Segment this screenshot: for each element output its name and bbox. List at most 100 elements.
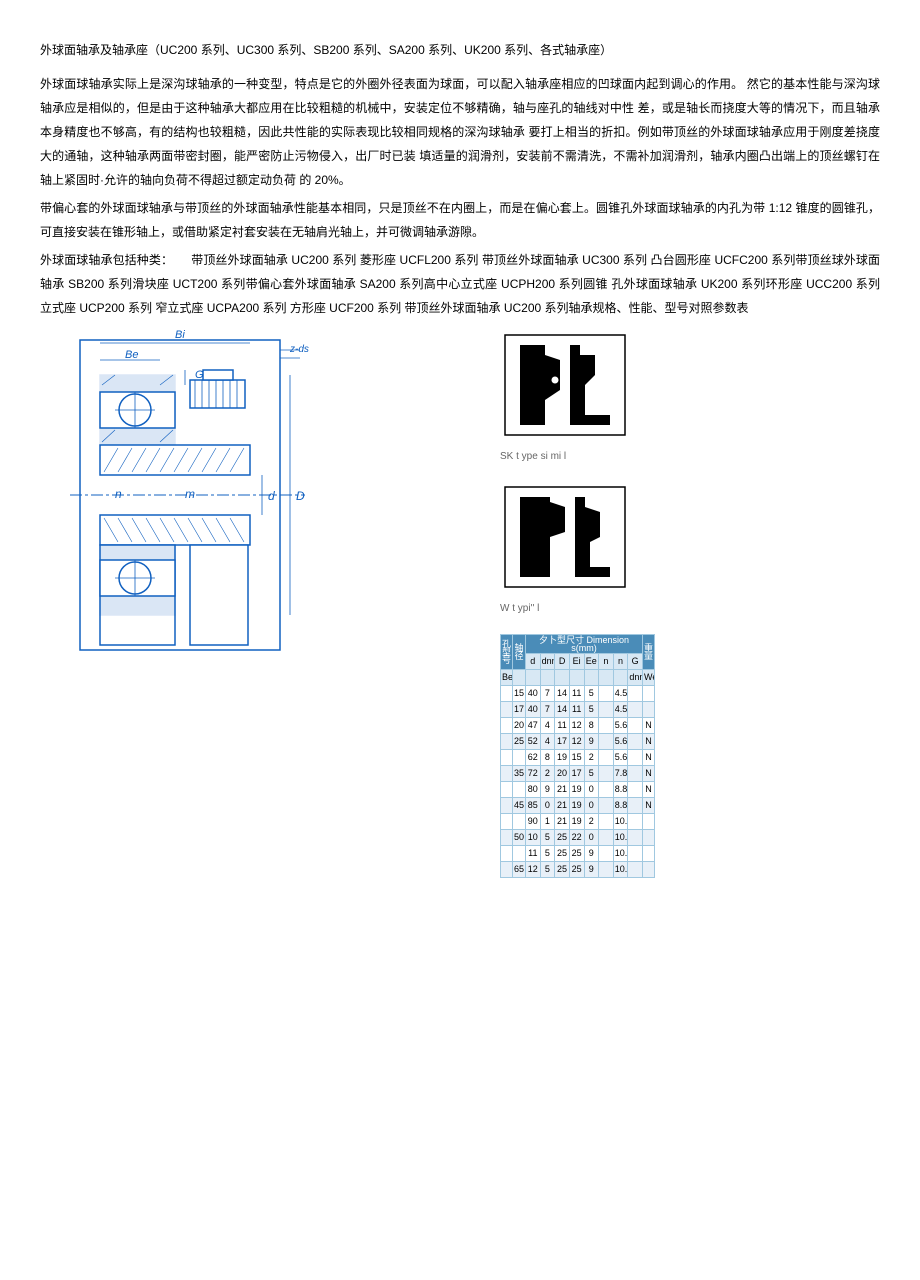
table-cell: [599, 781, 614, 797]
table-cell: [599, 717, 614, 733]
table-cell: [628, 685, 643, 701]
table-cell: 5.6: [613, 733, 628, 749]
table-cell: 8: [540, 749, 555, 765]
table-cell: 25: [555, 861, 570, 877]
table-cell: 2: [584, 749, 599, 765]
table-cell: [628, 813, 643, 829]
table-cell: 8.8: [613, 797, 628, 813]
table-cell: 12: [569, 717, 584, 733]
table-cell: 19: [569, 797, 584, 813]
seal-label-sk: SK t ype si mi l: [500, 451, 650, 462]
table-cell: 5: [540, 861, 555, 877]
table-cell: 2: [540, 765, 555, 781]
table-cell: 20: [513, 717, 526, 733]
table-cell: [599, 813, 614, 829]
table-cell: [501, 701, 513, 717]
table-cell: [643, 701, 655, 717]
table-cell: 9: [540, 781, 555, 797]
table-row: 1152525910.1: [501, 845, 655, 861]
table-cell: 25: [513, 733, 526, 749]
table-cell: 9: [584, 845, 599, 861]
table-cell: 5: [584, 701, 599, 717]
table-row: 628191525.6N: [501, 749, 655, 765]
table-cell: [628, 781, 643, 797]
table-cell: [501, 781, 513, 797]
table-cell: [501, 797, 513, 813]
table-cell: 19: [555, 749, 570, 765]
th-Ei: Ei: [569, 653, 584, 669]
table-cell: [501, 717, 513, 733]
table-cell: [628, 861, 643, 877]
table-cell: 4: [540, 717, 555, 733]
table-row: 45850211908.8N: [501, 797, 655, 813]
table-cell: [599, 733, 614, 749]
table-cell: [643, 813, 655, 829]
table-cell: [501, 765, 513, 781]
table-cell: 80: [526, 781, 541, 797]
svg-text:n: n: [115, 487, 122, 501]
svg-text:Be: Be: [125, 349, 138, 361]
table-cell: 62: [526, 749, 541, 765]
table-cell: [628, 733, 643, 749]
th-dn: dnn: [540, 653, 555, 669]
table-cell: [643, 829, 655, 845]
table-cell: 14: [555, 701, 570, 717]
table-cell: 15: [569, 749, 584, 765]
table-cell: 5: [584, 765, 599, 781]
table-cell: 21: [555, 781, 570, 797]
table-cell: 15: [513, 685, 526, 701]
table-cell: 11: [569, 685, 584, 701]
table-cell: 10.1: [613, 813, 628, 829]
table-row: 501052522010.1: [501, 829, 655, 845]
table-cell: 5.6: [613, 717, 628, 733]
table-cell: 11: [555, 717, 570, 733]
right-column: SK t ype si mi l W t ypi'' l 孔型号 轴径 夕卜型尺…: [500, 330, 650, 878]
table-row: 25524171295.6N: [501, 733, 655, 749]
table-cell: 4: [540, 733, 555, 749]
table-cell: 85: [526, 797, 541, 813]
table-cell: 25: [555, 829, 570, 845]
svg-text:m: m: [185, 487, 195, 501]
table-cell: N: [643, 733, 655, 749]
table-cell: [501, 749, 513, 765]
table-cell: 0: [584, 829, 599, 845]
th-n2: n: [613, 653, 628, 669]
table-cell: [599, 861, 614, 877]
table-cell: 17: [513, 701, 526, 717]
table-cell: 2: [584, 813, 599, 829]
svg-text:Bi: Bi: [175, 330, 185, 341]
th-bearing: 孔型号: [501, 634, 513, 669]
table-cell: [501, 685, 513, 701]
table-cell: 19: [569, 781, 584, 797]
table-cell: N: [643, 765, 655, 781]
diagrams-container: Bi Be G z-ds: [40, 330, 880, 878]
table-cell: [599, 797, 614, 813]
table-cell: N: [643, 797, 655, 813]
table-cell: 47: [526, 717, 541, 733]
table-cell: 90: [526, 813, 541, 829]
table-cell: 11: [569, 701, 584, 717]
table-cell: 5: [584, 685, 599, 701]
table-cell: 35: [513, 765, 526, 781]
table-cell: 21: [555, 797, 570, 813]
table-cell: [599, 829, 614, 845]
table-cell: [628, 701, 643, 717]
paragraph-2: 带偏心套的外球面球轴承与带顶丝的外球面轴承性能基本相同，只是顶丝不在内圈上，而是…: [40, 196, 880, 244]
table-cell: 5: [540, 845, 555, 861]
svg-text:D: D: [296, 489, 305, 503]
th-shaft: 轴径: [513, 634, 526, 669]
table-cell: 10.1: [613, 861, 628, 877]
th-n: n: [599, 653, 614, 669]
table-cell: 8.8: [613, 781, 628, 797]
th-weight: 重量: [643, 634, 655, 669]
paragraph-1: 外球面球轴承实际上是深沟球轴承的一种变型，特点是它的外圈外径表面为球面，可以配入…: [40, 72, 880, 192]
table-cell: [628, 717, 643, 733]
table-cell: [628, 749, 643, 765]
th-w-sub: Weight: [643, 669, 655, 685]
table-cell: [513, 749, 526, 765]
table-cell: 0: [584, 781, 599, 797]
table-row: 35722201757.8N: [501, 765, 655, 781]
table-cell: 11: [526, 845, 541, 861]
table-cell: 52: [526, 733, 541, 749]
svg-text:z-ds: z-ds: [289, 344, 309, 355]
